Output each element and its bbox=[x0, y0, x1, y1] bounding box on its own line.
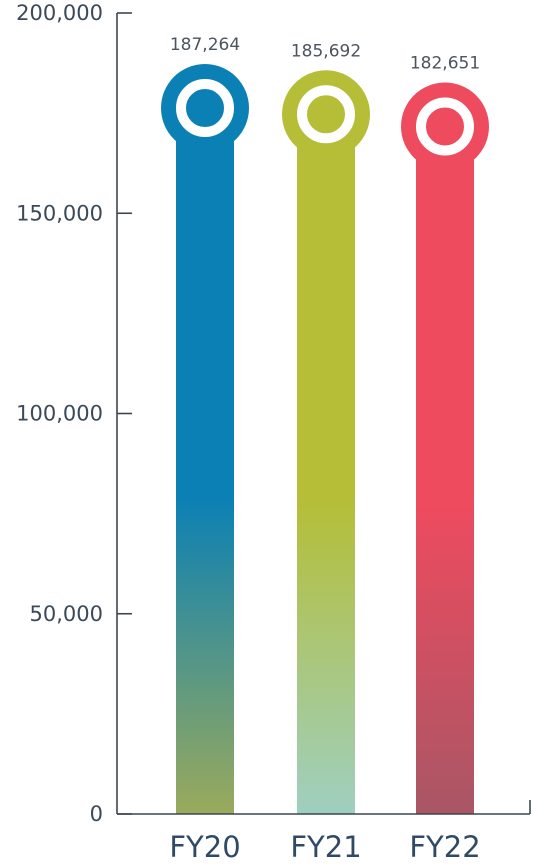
x-tick-label: FY20 bbox=[169, 830, 240, 864]
y-tick-label: 50,000 bbox=[30, 602, 103, 626]
bar-cap-ring bbox=[176, 79, 234, 138]
x-axis: FY20 FY21 FY22 bbox=[117, 800, 531, 864]
value-label: 182,651 bbox=[410, 53, 480, 73]
bar-cap-circle bbox=[282, 70, 370, 159]
x-tick-label: FY21 bbox=[290, 830, 361, 864]
value-label: 187,264 bbox=[170, 35, 240, 55]
x-tick-label: FY22 bbox=[409, 830, 480, 864]
bars: 187,264 185,692 182,651 bbox=[161, 35, 489, 815]
y-tick-label: 0 bbox=[90, 802, 103, 826]
bar-cap-ring bbox=[416, 97, 474, 156]
bar-fy22 bbox=[416, 126, 474, 815]
bar-fy21 bbox=[297, 114, 355, 815]
bar-cap-ring bbox=[297, 85, 355, 144]
y-tick-label: 200,000 bbox=[16, 1, 103, 25]
bar-cap-circle bbox=[161, 64, 249, 153]
value-label: 185,692 bbox=[291, 41, 361, 61]
bar-fy20 bbox=[176, 108, 234, 814]
bar-cap-circle bbox=[401, 82, 489, 171]
y-axis: 0 50,000 100,000 150,000 200,000 bbox=[16, 1, 132, 826]
y-tick-label: 150,000 bbox=[16, 201, 103, 225]
y-tick-label: 100,000 bbox=[16, 402, 103, 426]
